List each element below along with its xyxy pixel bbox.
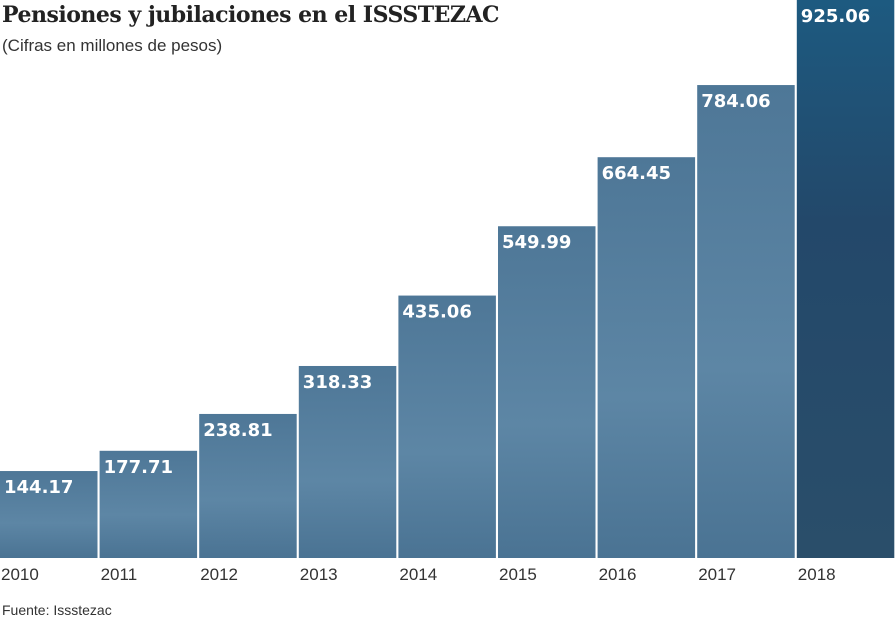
chart-title: Pensiones y jubilaciones en el ISSSTEZAC	[2, 2, 500, 28]
x-tick-label: 2015	[499, 565, 537, 584]
value-label: 177.71	[104, 457, 173, 478]
value-label: 435.06	[402, 302, 471, 323]
x-tick-label: 2011	[101, 565, 138, 584]
bar-chart: 144.17 2010 177.71 2011 238.81 2012 318.33 2013…	[0, 0, 895, 584]
bar-2014	[398, 295, 496, 558]
bar-2013	[298, 365, 397, 558]
value-label: 549.99	[502, 232, 571, 253]
chart-subtitle: (Cifras en millones de pesos)	[2, 36, 223, 55]
bar-2016	[597, 157, 696, 558]
value-label: 664.45	[602, 163, 671, 184]
bar-2015	[498, 226, 596, 558]
bar-2018	[796, 0, 895, 558]
value-label: 925.06	[801, 6, 870, 27]
value-label: 784.06	[701, 91, 770, 112]
bar-2010	[0, 471, 98, 558]
x-tick-label: 2018	[798, 565, 836, 584]
x-tick-label: 2013	[300, 565, 338, 584]
value-label: 144.17	[4, 477, 73, 498]
value-label: 238.81	[203, 420, 272, 441]
source-note: Fuente: Issstezac	[2, 602, 112, 618]
x-tick-label: 2010	[1, 565, 39, 584]
x-tick-label: 2012	[200, 565, 238, 584]
bar-2012	[199, 413, 297, 558]
bar-2017	[697, 85, 795, 558]
value-label: 318.33	[303, 372, 372, 393]
x-tick-label: 2017	[698, 565, 736, 584]
x-tick-label: 2014	[399, 565, 437, 584]
x-tick-label: 2016	[599, 565, 637, 584]
bar-2011	[99, 450, 198, 558]
